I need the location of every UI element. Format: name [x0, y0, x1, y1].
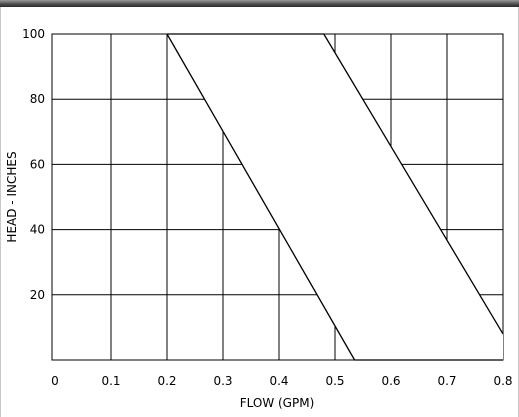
operating-range-area: [167, 34, 503, 360]
y-tick-label: 60: [30, 157, 45, 171]
x-tick-label: 0.1: [101, 374, 120, 388]
y-tick-label: 40: [30, 223, 45, 237]
y-tick-label: 100: [22, 27, 45, 41]
left-boundary-line: [166, 33, 356, 361]
tick-labels: 0 0.1 0.2 0.3 0.4 0.5 0.6 0.7 0.8 20 40 60 80 100: [22, 27, 512, 388]
x-tick-label: 0.8: [493, 374, 512, 388]
window-top-strip: [0, 0, 519, 7]
x-tick-label: 0.4: [269, 374, 288, 388]
x-tick-label: 0.6: [381, 374, 400, 388]
operating-range-boundaries: [166, 33, 504, 361]
x-axis-label: FLOW (GPM): [240, 396, 315, 410]
y-axis-label: HEAD - INCHES: [5, 151, 19, 242]
y-tick-label: 80: [30, 92, 45, 106]
right-boundary-line: [323, 33, 504, 335]
x-tick-label: 0.2: [157, 374, 176, 388]
y-tick-label: 20: [30, 288, 45, 302]
x-tick-label: 0.5: [325, 374, 344, 388]
x-tick-label: 0: [51, 374, 59, 388]
x-tick-label: 0.3: [213, 374, 232, 388]
x-tick-label: 0.7: [437, 374, 456, 388]
